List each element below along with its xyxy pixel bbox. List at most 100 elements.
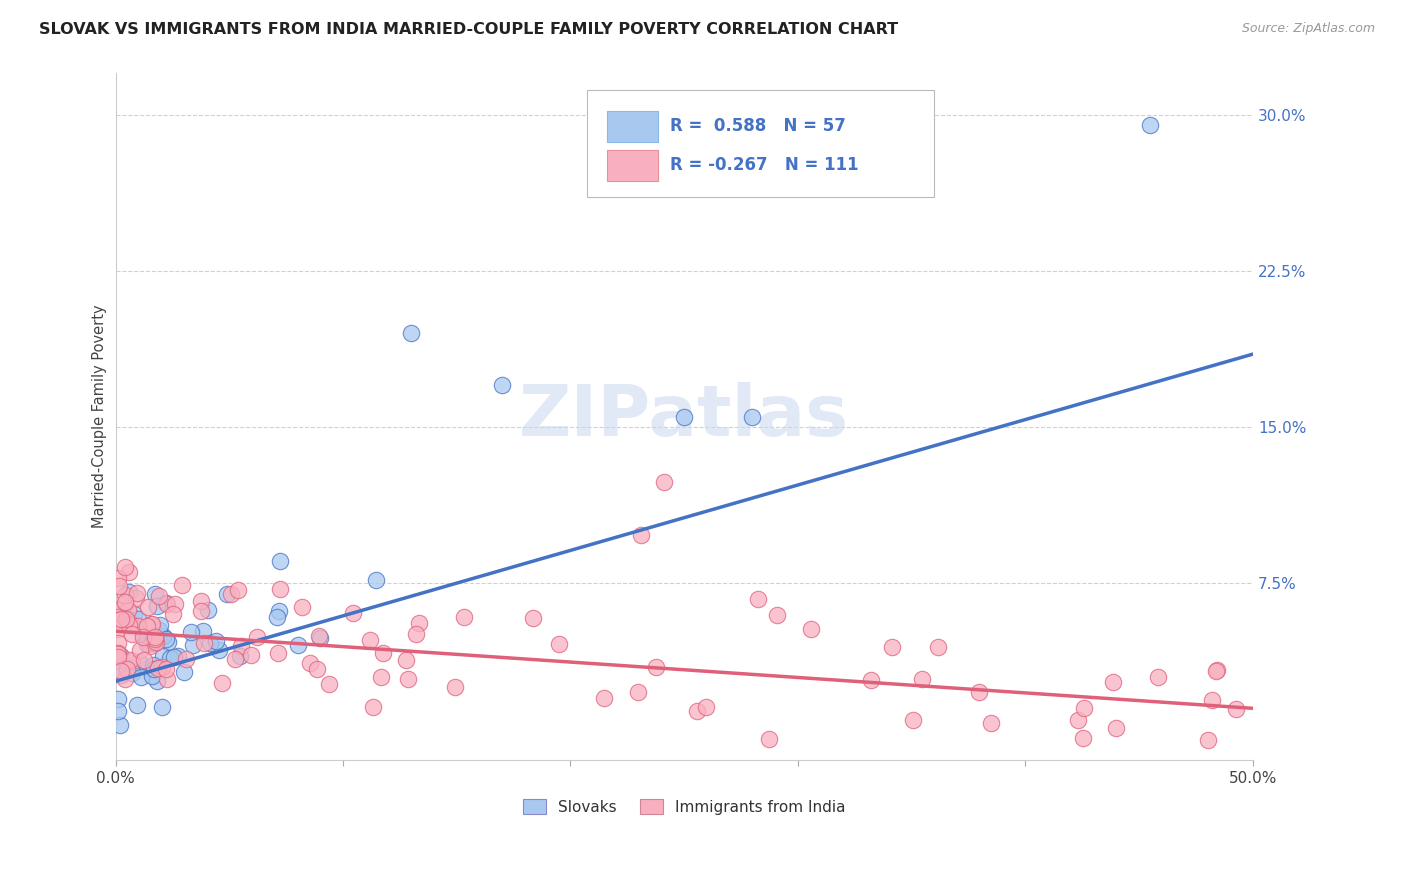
- Point: [107, 571, 129, 585]
- Point: [163, 597, 186, 611]
- Point: [1205, 664, 1227, 678]
- Point: [125, 586, 148, 600]
- Point: [373, 646, 395, 660]
- Point: [401, 326, 423, 341]
- Point: [114, 595, 136, 609]
- Point: [522, 610, 544, 624]
- Point: [139, 617, 162, 632]
- Point: [114, 597, 136, 611]
- Point: [747, 592, 769, 607]
- Point: [627, 685, 650, 699]
- Point: [200, 636, 222, 650]
- Point: [1073, 701, 1095, 715]
- Point: [155, 662, 177, 676]
- Point: [980, 716, 1002, 731]
- Point: [859, 673, 882, 687]
- Point: [180, 625, 202, 640]
- Point: [444, 680, 467, 694]
- Point: [138, 640, 160, 654]
- Point: [228, 583, 250, 598]
- Point: [143, 632, 166, 646]
- Point: [298, 656, 321, 670]
- Point: [157, 635, 180, 649]
- Point: [453, 609, 475, 624]
- Point: [131, 670, 153, 684]
- Point: [204, 633, 226, 648]
- Point: [361, 699, 384, 714]
- Point: [127, 612, 149, 626]
- Point: [118, 584, 141, 599]
- Point: [145, 674, 167, 689]
- Point: [266, 646, 288, 660]
- Point: [163, 650, 186, 665]
- Point: [152, 648, 174, 663]
- Point: [142, 662, 165, 676]
- Point: [134, 653, 156, 667]
- Point: [901, 713, 924, 727]
- Point: [122, 607, 145, 621]
- Point: [114, 612, 136, 626]
- Point: [1102, 675, 1125, 690]
- Point: [107, 646, 129, 660]
- Point: [107, 649, 129, 664]
- Text: SLOVAK VS IMMIGRANTS FROM INDIA MARRIED-COUPLE FAMILY POVERTY CORRELATION CHART: SLOVAK VS IMMIGRANTS FROM INDIA MARRIED-…: [39, 22, 898, 37]
- Point: [592, 690, 614, 705]
- Point: [246, 630, 269, 644]
- Point: [229, 648, 252, 663]
- Point: [127, 618, 149, 632]
- Point: [1105, 721, 1128, 735]
- Point: [129, 642, 152, 657]
- Point: [107, 647, 129, 661]
- Point: [1205, 665, 1227, 679]
- Point: [110, 717, 132, 731]
- Point: [108, 578, 131, 592]
- Point: [208, 643, 231, 657]
- FancyBboxPatch shape: [607, 150, 658, 181]
- Point: [134, 629, 156, 643]
- FancyBboxPatch shape: [607, 111, 658, 142]
- Point: [927, 640, 949, 654]
- Point: [142, 658, 165, 673]
- Point: [143, 630, 166, 644]
- Point: [405, 627, 427, 641]
- Point: [224, 652, 246, 666]
- Point: [880, 640, 903, 655]
- Point: [156, 597, 179, 611]
- Text: ZIPatlas: ZIPatlas: [519, 382, 849, 451]
- Point: [269, 554, 291, 568]
- Point: [110, 612, 132, 626]
- Point: [193, 624, 215, 639]
- Point: [644, 660, 666, 674]
- Point: [159, 651, 181, 665]
- Point: [143, 587, 166, 601]
- Point: [654, 475, 676, 489]
- Point: [148, 623, 170, 637]
- Legend: Slovaks, Immigrants from India: Slovaks, Immigrants from India: [523, 798, 845, 814]
- Point: [398, 673, 420, 687]
- Point: [146, 661, 169, 675]
- Point: [800, 622, 823, 636]
- Point: [115, 662, 138, 676]
- Point: [291, 599, 314, 614]
- Point: [685, 704, 707, 718]
- Point: [118, 565, 141, 579]
- Point: [1147, 670, 1170, 684]
- Point: [136, 619, 159, 633]
- Point: [114, 614, 136, 628]
- Point: [910, 672, 932, 686]
- Point: [135, 637, 157, 651]
- Point: [173, 665, 195, 679]
- Point: [266, 609, 288, 624]
- Point: [765, 607, 787, 622]
- Point: [1201, 692, 1223, 706]
- Point: [307, 662, 329, 676]
- Point: [114, 672, 136, 686]
- Point: [138, 661, 160, 675]
- Point: [1197, 732, 1219, 747]
- Point: [630, 528, 652, 542]
- Point: [219, 587, 242, 601]
- Text: R =  0.588   N = 57: R = 0.588 N = 57: [671, 117, 846, 135]
- Point: [125, 698, 148, 712]
- Point: [967, 685, 990, 699]
- Point: [152, 629, 174, 643]
